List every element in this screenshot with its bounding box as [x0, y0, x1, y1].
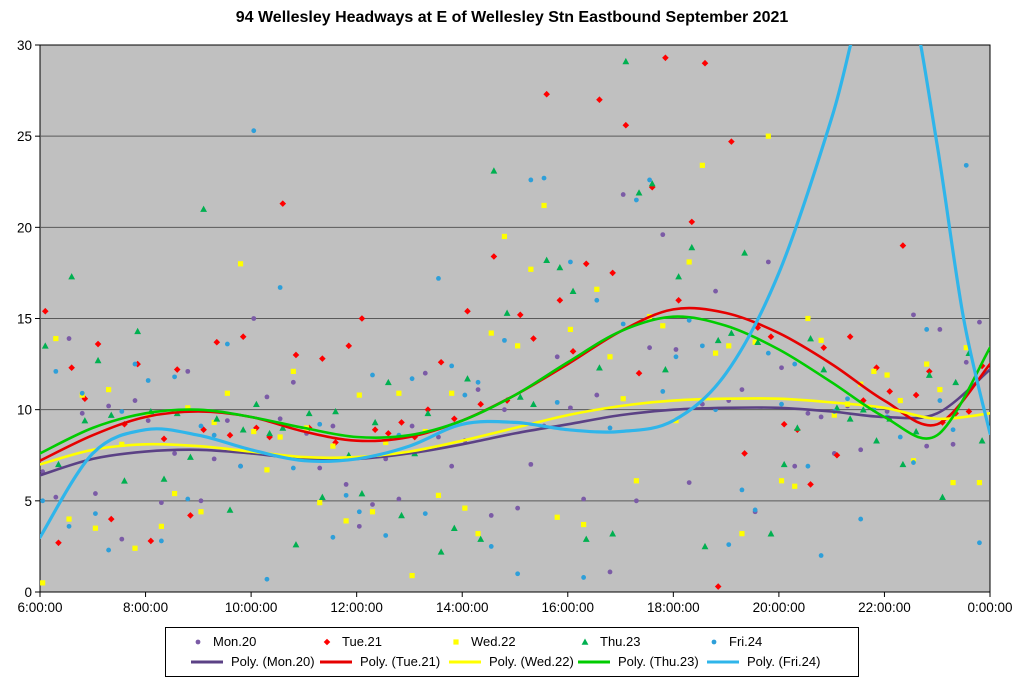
triangle-marker-icon: [581, 638, 589, 645]
y-axis-label: 5: [24, 494, 32, 509]
y-axis-label: 15: [17, 312, 32, 327]
trend-line-icon: [449, 660, 481, 663]
y-axis-label: 10: [17, 403, 32, 418]
square-marker-icon: [453, 638, 459, 645]
legend-line-item-Poly. (Mon.20): Poly. (Mon.20): [190, 654, 319, 669]
x-axis-label: 14:00:00: [436, 600, 489, 615]
chart-legend: Mon.20 Tue.21 Wed.22 Thu.23 Fri.24 Poly. (Mon…: [165, 627, 859, 677]
trend-line-Poly. (Fri.24): [40, 45, 990, 539]
x-axis-label: 18:00:00: [647, 600, 700, 615]
legend-label: Poly. (Thu.23): [618, 654, 699, 669]
trend-line-icon: [320, 660, 352, 663]
x-axis-label: 0:00:00: [967, 600, 1012, 615]
y-axis-label: 25: [17, 129, 32, 144]
legend-marker-item-Wed.22: Wed.22: [448, 634, 577, 649]
legend-label: Mon.20: [213, 634, 257, 649]
dot-marker-icon: [711, 639, 717, 644]
legend-marker-item-Fri.24: Fri.24: [706, 634, 835, 649]
legend-label: Poly. (Mon.20): [231, 654, 315, 669]
series-points-Fri.24: [40, 128, 982, 582]
legend-marker-item-Tue.21: Tue.21: [319, 634, 448, 649]
x-axis-label: 6:00:00: [17, 600, 62, 615]
legend-label: Poly. (Wed.22): [489, 654, 574, 669]
x-axis-label: 10:00:00: [225, 600, 278, 615]
trend-line-Poly. (Wed.22): [40, 397, 990, 466]
diamond-marker-icon: [323, 638, 331, 645]
x-axis-label: 20:00:00: [753, 600, 806, 615]
x-axis-label: 16:00:00: [541, 600, 594, 615]
legend-line-item-Poly. (Wed.22): Poly. (Wed.22): [448, 654, 577, 669]
x-axis-label: 12:00:00: [330, 600, 383, 615]
legend-marker-item-Thu.23: Thu.23: [577, 634, 706, 649]
legend-label: Poly. (Fri.24): [747, 654, 821, 669]
y-axis-label: 0: [24, 585, 32, 600]
x-axis-label: 22:00:00: [858, 600, 911, 615]
legend-line-item-Poly. (Fri.24): Poly. (Fri.24): [706, 654, 835, 669]
legend-marker-item-Mon.20: Mon.20: [190, 634, 319, 649]
series-points-Wed.22: [40, 133, 983, 586]
trend-line-icon: [707, 660, 739, 663]
legend-label: Wed.22: [471, 634, 516, 649]
legend-label: Poly. (Tue.21): [360, 654, 441, 669]
trend-line-Poly. (Mon.20): [40, 368, 990, 477]
chart-plot-container: 0 5 10 15 20 25 30 6:00:00 8:00:00 10:00:00 12:00:…: [0, 36, 1024, 620]
trend-line-icon: [578, 660, 610, 663]
y-axis-label: 20: [17, 220, 32, 235]
x-axis-label: 8:00:00: [123, 600, 168, 615]
legend-line-item-Poly. (Thu.23): Poly. (Thu.23): [577, 654, 706, 669]
trend-line-Poly. (Thu.23): [40, 315, 990, 455]
trend-line-icon: [191, 660, 223, 663]
series-points-Mon.20: [40, 192, 982, 575]
legend-label: Tue.21: [342, 634, 382, 649]
legend-label: Fri.24: [729, 634, 763, 649]
legend-line-item-Poly. (Tue.21): Poly. (Tue.21): [319, 654, 448, 669]
circle-marker-icon: [195, 639, 201, 644]
y-axis-label: 30: [17, 38, 32, 53]
legend-label: Thu.23: [600, 634, 641, 649]
chart-canvas: 0 5 10 15 20 25 30 6:00:00 8:00:00 10:00:00 12:00:…: [17, 38, 1013, 615]
chart-title: 94 Wellesley Headways at E of Wellesley …: [235, 9, 789, 26]
